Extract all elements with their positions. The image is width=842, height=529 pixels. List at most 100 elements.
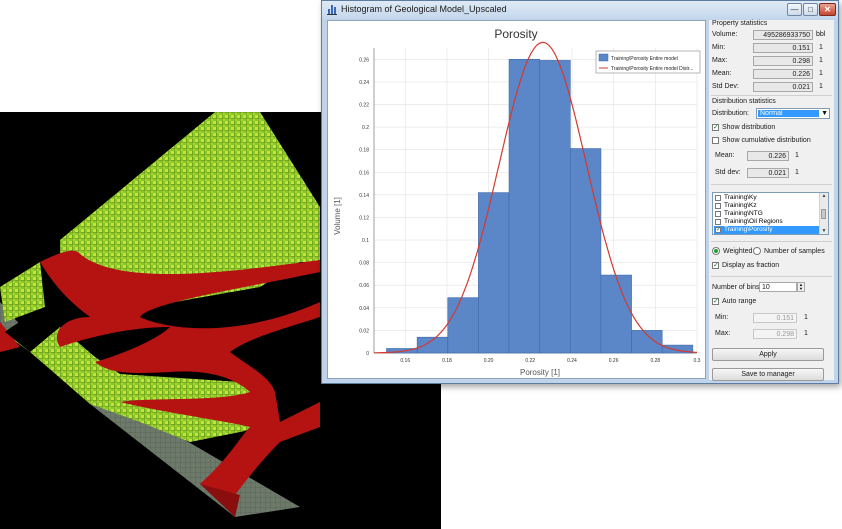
- show-distribution-checkbox[interactable]: ✓: [712, 124, 719, 131]
- number-of-samples-radio[interactable]: [753, 247, 761, 255]
- mean-stat-unit: 1: [819, 70, 823, 77]
- list-item-label: Training\NTG: [724, 210, 763, 217]
- bins-spinner[interactable]: ▲ ▼: [797, 282, 805, 292]
- x-tick-label: 0.28: [650, 358, 660, 364]
- histogram-plot-area[interactable]: Porosity 0 0.02 0.04 0.06 0.08 0.1 0.12 0.14 0.1…: [327, 20, 706, 379]
- dist-mean-value[interactable]: 0.226: [747, 151, 789, 161]
- list-item[interactable]: Training\Ky: [714, 194, 819, 202]
- chart-ticks: 00.020.040.060.080.10.120.140.160.180.20…: [359, 57, 700, 364]
- property-list[interactable]: Training\Ky Training\Kz Training\NTG Tra…: [712, 192, 829, 235]
- settings-panel: Property statistics Volume: 495286933750…: [709, 20, 834, 381]
- legend-entry-curve: Training\Porosity Entire model Distr...: [611, 66, 693, 72]
- maximize-button[interactable]: □: [803, 3, 818, 16]
- normal-distribution-curve: [374, 41, 698, 354]
- geological-model-render: [0, 112, 320, 517]
- std-stat-value: 0.021: [753, 82, 813, 92]
- histogram-bar: [600, 274, 632, 354]
- list-item-checkbox[interactable]: [715, 195, 721, 201]
- x-tick-label: 0.16: [400, 358, 410, 364]
- mean-stat-label: Mean:: [712, 70, 732, 77]
- y-tick-label: 0.08: [359, 261, 369, 267]
- list-item-checkbox[interactable]: ✓: [715, 227, 722, 233]
- chevron-down-icon: ▼: [821, 110, 828, 117]
- show-cumulative-label: Show cumulative distribution: [722, 137, 811, 144]
- scroll-thumb[interactable]: [821, 209, 826, 219]
- y-tick-label: 0.14: [359, 193, 369, 199]
- legend-swatch-bars: [598, 53, 609, 62]
- histogram-bar: [661, 344, 694, 354]
- histogram-icon: [327, 5, 337, 15]
- volume-value: 495286933750: [753, 30, 813, 40]
- number-of-bins-input[interactable]: 10: [759, 282, 797, 292]
- histogram-bar: [447, 297, 479, 354]
- chart-title: Porosity: [494, 27, 537, 41]
- dist-std-unit: 1: [795, 169, 799, 176]
- show-cumulative-checkbox[interactable]: [712, 137, 719, 144]
- number-of-bins-label: Number of bins:: [712, 284, 762, 291]
- volume-unit: bbl: [816, 31, 826, 38]
- max-stat-value: 0.298: [753, 56, 813, 66]
- y-tick-label: 0.24: [359, 80, 369, 86]
- distribution-select[interactable]: Normal ▼: [756, 108, 830, 119]
- list-item-label: Training\Kz: [724, 202, 757, 209]
- x-tick-label: 0.22: [525, 358, 535, 364]
- scroll-up-icon[interactable]: ▲: [821, 193, 827, 199]
- min-stat-label: Min:: [712, 44, 726, 51]
- list-item-checkbox[interactable]: [715, 219, 721, 225]
- bins-max-input[interactable]: 0.298: [753, 329, 797, 339]
- histogram-bar: [508, 58, 540, 354]
- bins-max-label: Max:: [715, 330, 731, 337]
- histogram-bar: [478, 192, 510, 354]
- distribution-label: Distribution:: [712, 110, 749, 117]
- list-item-checkbox[interactable]: [715, 211, 721, 217]
- histogram-window[interactable]: Histogram of Geological Model_Upscaled —…: [321, 0, 839, 384]
- title-bar[interactable]: Histogram of Geological Model_Upscaled —…: [322, 1, 838, 19]
- chart-legend: Training\Porosity Entire model Training\…: [595, 50, 701, 74]
- bins-min-label: Min:: [715, 314, 729, 321]
- y-tick-label: 0: [366, 351, 369, 357]
- list-item-checkbox[interactable]: [715, 203, 721, 209]
- x-tick-label: 0.3: [694, 358, 701, 364]
- display-fraction-checkbox[interactable]: ✓: [712, 262, 719, 269]
- list-scrollbar[interactable]: ▲ ▼: [819, 193, 828, 234]
- scroll-down-icon[interactable]: ▼: [821, 228, 827, 234]
- list-item[interactable]: Training\Oil Regions: [714, 218, 819, 226]
- histogram-bar: [570, 148, 602, 354]
- max-stat-label: Max:: [712, 57, 728, 64]
- histogram-bar: [539, 60, 571, 354]
- y-tick-label: 0.2: [362, 125, 369, 131]
- min-stat-value: 0.151: [753, 43, 813, 53]
- x-axis-label: Porosity [1]: [520, 368, 560, 377]
- min-stat-unit: 1: [819, 44, 823, 51]
- max-stat-unit: 1: [819, 57, 823, 64]
- auto-range-checkbox[interactable]: ✓: [712, 298, 719, 305]
- apply-button[interactable]: Apply: [712, 348, 824, 361]
- list-item[interactable]: Training\NTG: [714, 210, 819, 218]
- y-tick-label: 0.02: [359, 328, 369, 334]
- std-stat-label: Std Dev:: [712, 83, 739, 90]
- save-to-manager-button[interactable]: Save to manager: [712, 368, 824, 381]
- histogram-bar: [631, 330, 663, 354]
- y-tick-label: 0.1: [362, 238, 369, 244]
- weighted-label: Weighted: [723, 248, 753, 255]
- property-statistics-heading: Property statistics: [712, 20, 768, 27]
- bins-min-input[interactable]: 0.151: [753, 313, 797, 323]
- bins-min-unit: 1: [804, 314, 808, 321]
- list-item-selected[interactable]: ✓ Training\Porosity: [714, 226, 819, 234]
- y-tick-label: 0.22: [359, 102, 369, 108]
- show-distribution-label: Show distribution: [722, 124, 776, 131]
- x-tick-label: 0.26: [609, 358, 619, 364]
- separator: [711, 95, 832, 96]
- dist-mean-label: Mean:: [715, 152, 735, 159]
- distribution-selected-value: Normal: [758, 110, 819, 117]
- dist-std-value[interactable]: 0.021: [747, 168, 789, 178]
- window-title: Histogram of Geological Model_Upscaled: [341, 4, 507, 14]
- minimize-button[interactable]: —: [787, 3, 802, 16]
- list-item-label: Training\Porosity: [724, 226, 773, 233]
- list-item[interactable]: Training\Kz: [714, 202, 819, 210]
- y-tick-label: 0.16: [359, 170, 369, 176]
- close-button[interactable]: ✕: [819, 3, 836, 16]
- weighted-radio[interactable]: [712, 247, 720, 255]
- auto-range-label: Auto range: [722, 298, 757, 305]
- y-tick-label: 0.18: [359, 148, 369, 154]
